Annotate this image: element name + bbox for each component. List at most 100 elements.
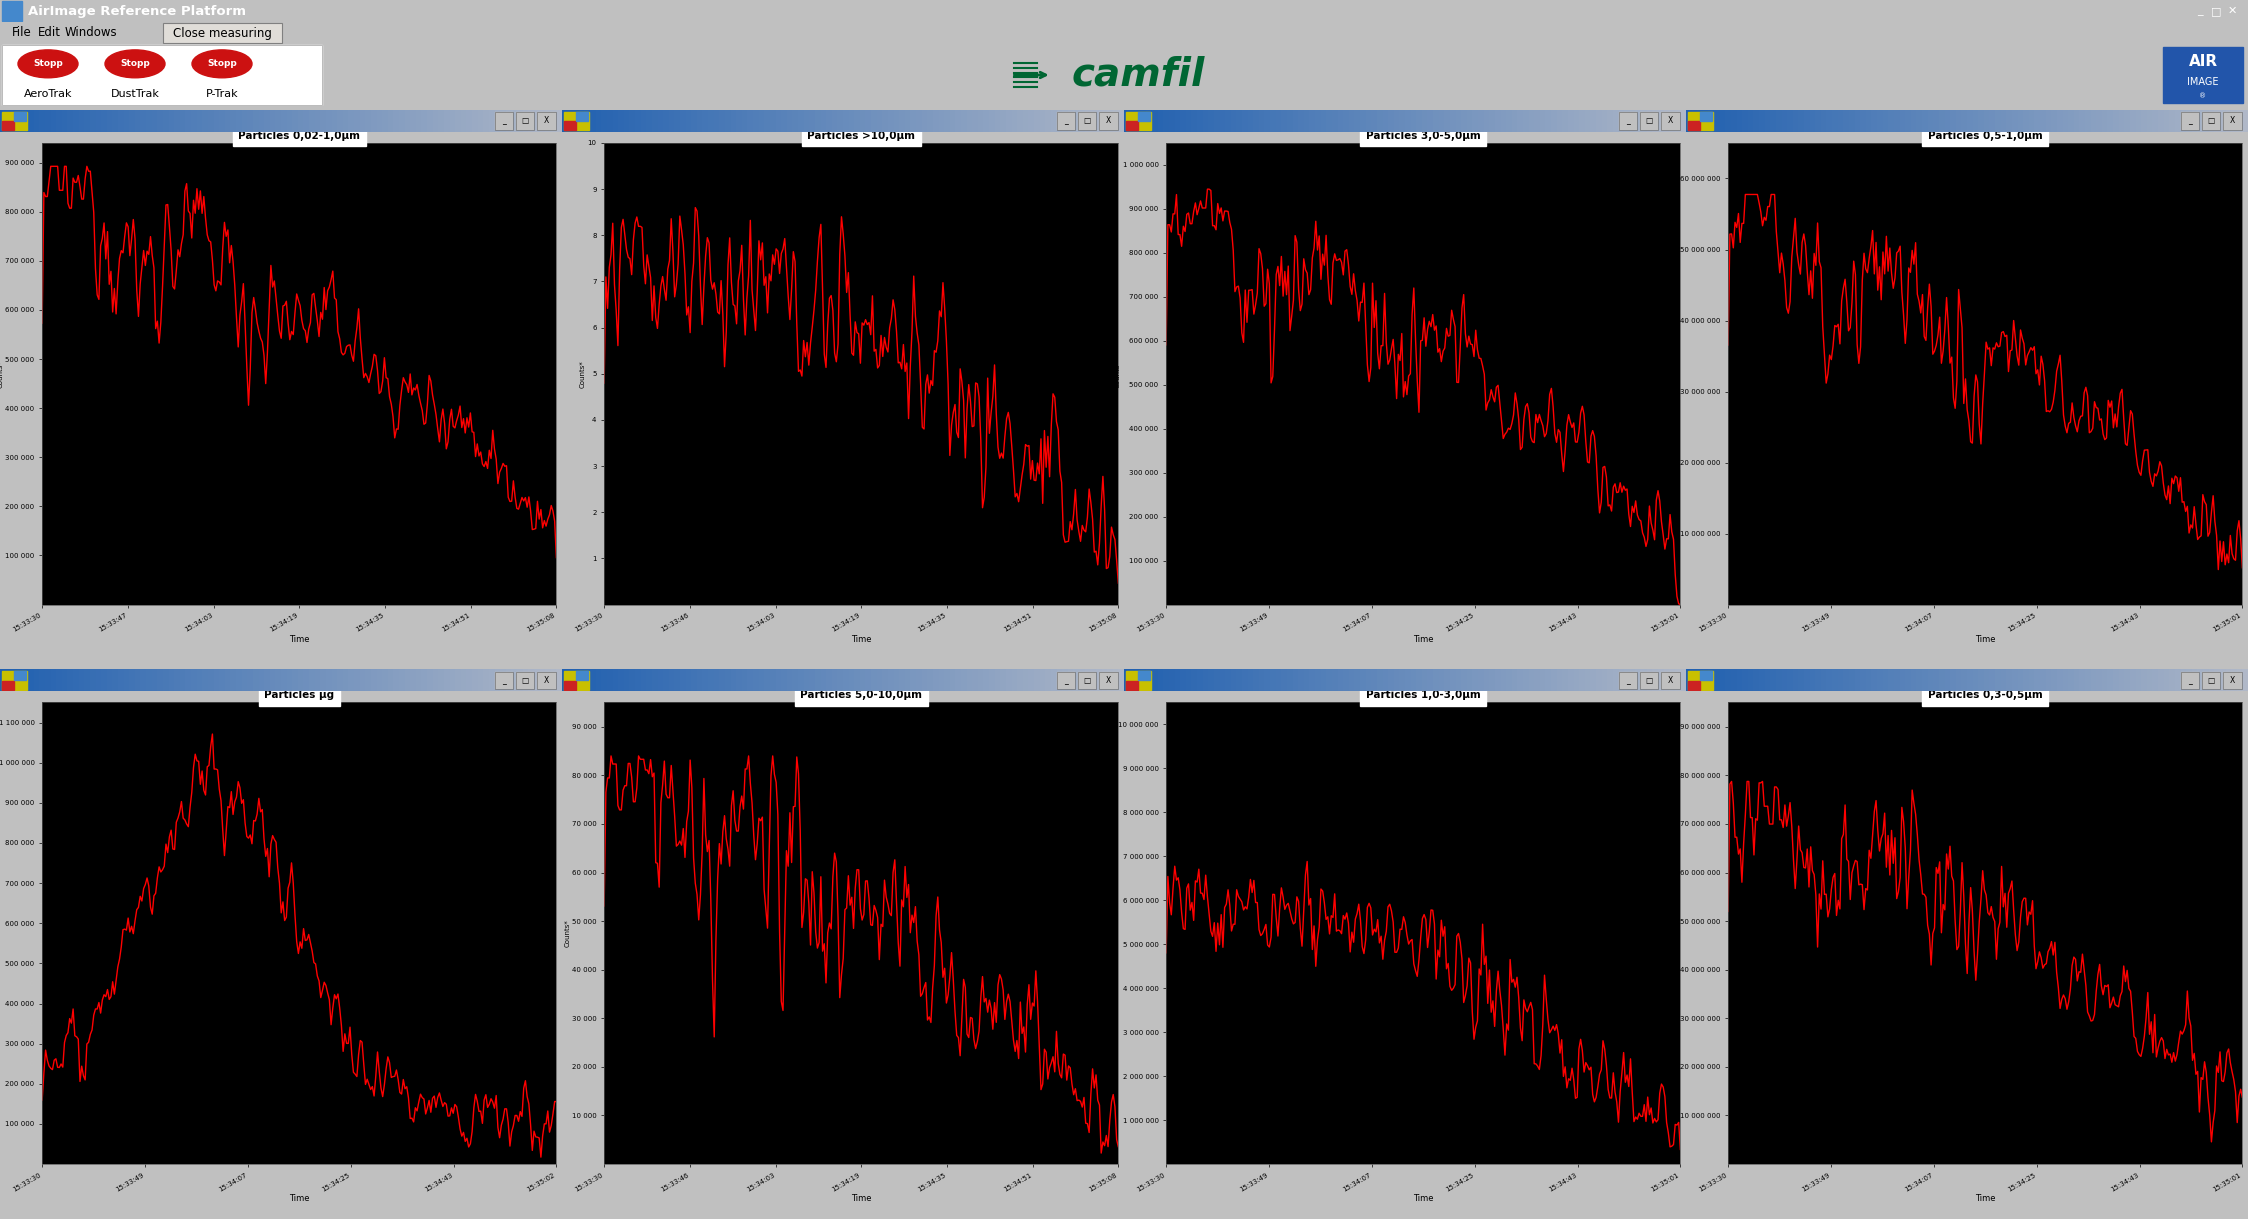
Y-axis label: Counts*: Counts* (0, 360, 4, 388)
Y-axis label: Counts*: Counts* (564, 919, 571, 947)
Bar (1126, 672, 1151, 690)
Bar (564, 122, 575, 130)
Bar (1661, 112, 1679, 129)
Text: □: □ (2210, 6, 2221, 16)
Y-axis label: Counts*: Counts* (1673, 919, 1679, 947)
Bar (1641, 112, 1659, 129)
X-axis label: Time: Time (1414, 635, 1434, 644)
Bar (1688, 112, 1713, 130)
Text: □: □ (1084, 117, 1090, 126)
Bar (1099, 112, 1117, 129)
Text: X: X (1668, 677, 1673, 685)
Bar (2181, 672, 2199, 689)
Bar (564, 681, 575, 690)
Bar (2, 45, 321, 105)
Bar (517, 112, 535, 129)
Text: □: □ (1646, 117, 1652, 126)
Text: X: X (544, 117, 549, 126)
Bar (495, 672, 513, 689)
Bar (1057, 112, 1075, 129)
Text: Stopp: Stopp (207, 60, 236, 68)
Text: Edit: Edit (38, 27, 61, 39)
Bar (537, 112, 555, 129)
Y-axis label: Counts*: Counts* (1673, 360, 1679, 388)
Text: _: _ (2196, 6, 2203, 16)
Bar (2, 681, 13, 690)
Bar (2163, 48, 2244, 102)
Text: AirImage Reference Platform: AirImage Reference Platform (27, 5, 245, 17)
Text: File: File (11, 27, 31, 39)
Text: □: □ (2208, 117, 2214, 126)
Text: _: _ (2187, 677, 2192, 685)
Bar (1619, 672, 1637, 689)
Bar (1661, 672, 1679, 689)
Bar (517, 672, 535, 689)
Ellipse shape (106, 50, 164, 78)
X-axis label: Time: Time (1976, 1195, 1996, 1203)
Bar (1079, 672, 1097, 689)
Bar (1126, 681, 1137, 690)
Text: X: X (1668, 117, 1673, 126)
Bar (1699, 112, 1713, 121)
Bar (537, 672, 555, 689)
Text: _: _ (501, 677, 506, 685)
Bar (1641, 672, 1659, 689)
X-axis label: Time: Time (1414, 1195, 1434, 1203)
Bar (1099, 672, 1117, 689)
Bar (2203, 672, 2221, 689)
Text: _: _ (2187, 117, 2192, 126)
Bar (495, 112, 513, 129)
Title: Particles >10,0μm: Particles >10,0μm (807, 130, 915, 141)
Text: AeroTrak: AeroTrak (25, 89, 72, 99)
Text: _: _ (1063, 677, 1068, 685)
Text: □: □ (522, 677, 528, 685)
Text: P-Trak: P-Trak (205, 89, 238, 99)
Y-axis label: Counts*: Counts* (1115, 360, 1122, 388)
Bar (495, 112, 513, 129)
X-axis label: Time: Time (290, 1195, 310, 1203)
Bar (1057, 672, 1075, 689)
Bar (1126, 122, 1137, 130)
Y-axis label: Counts*: Counts* (1111, 919, 1117, 947)
Title: Particles 1,0-3,0μm: Particles 1,0-3,0μm (1367, 690, 1481, 701)
Text: AIR: AIR (2190, 54, 2217, 68)
Ellipse shape (191, 50, 252, 78)
Bar (1619, 112, 1637, 129)
Bar (1688, 672, 1713, 690)
Title: Particles μg: Particles μg (265, 690, 335, 701)
Title: Particles 3,0-5,0μm: Particles 3,0-5,0μm (1367, 130, 1481, 141)
Text: Stopp: Stopp (119, 60, 151, 68)
Text: _: _ (1625, 117, 1630, 126)
Bar (164, 23, 281, 43)
Bar (2, 1, 22, 21)
Bar (1619, 672, 1637, 689)
Bar (1688, 122, 1699, 130)
Title: Particles 5,0-10,0μm: Particles 5,0-10,0μm (800, 690, 922, 701)
Bar (575, 672, 589, 680)
Bar (517, 672, 535, 689)
Bar (1641, 672, 1659, 689)
Bar (2181, 112, 2199, 129)
Bar (1137, 112, 1151, 121)
Bar (2, 672, 27, 690)
Bar (1699, 672, 1713, 680)
Bar (1079, 112, 1097, 129)
Text: _: _ (1625, 677, 1630, 685)
Bar (1079, 672, 1097, 689)
Text: □: □ (1084, 677, 1090, 685)
Bar (564, 672, 589, 690)
Text: ✕: ✕ (2228, 6, 2237, 16)
Text: □: □ (1646, 677, 1652, 685)
Bar (2203, 112, 2221, 129)
Bar (2, 122, 13, 130)
X-axis label: Time: Time (852, 1195, 872, 1203)
Y-axis label: Counts*: Counts* (580, 360, 587, 388)
Text: IMAGE: IMAGE (2187, 78, 2219, 88)
Bar (2223, 672, 2241, 689)
Bar (1079, 112, 1097, 129)
Text: Close measuring: Close measuring (173, 27, 272, 39)
Bar (1126, 112, 1151, 130)
Bar (1099, 672, 1117, 689)
Text: ®: ® (2199, 94, 2208, 100)
X-axis label: Time: Time (1976, 635, 1996, 644)
